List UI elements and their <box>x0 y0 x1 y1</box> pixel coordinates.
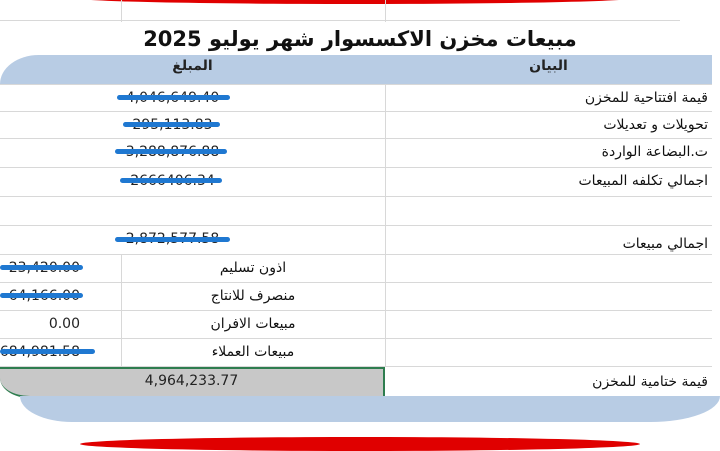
row-label: تحويلات و تعديلات <box>603 117 708 133</box>
footer-band <box>20 396 720 422</box>
grid-line <box>0 196 712 197</box>
grid-line <box>0 111 712 112</box>
grid-line <box>0 282 712 283</box>
row-label: قيمة افتتاحية للمخزن <box>584 90 708 106</box>
grid-line <box>0 138 712 139</box>
redaction-scribble <box>0 349 95 354</box>
sub-row-label: مبيعات العملاء <box>211 344 295 360</box>
header-amount[interactable]: المبلغ <box>172 58 213 74</box>
redaction-scribble <box>123 122 220 127</box>
sub-row-label: اذون تسليم <box>219 260 287 276</box>
row-label: اجمالي تكلفه المبيعات <box>578 173 709 189</box>
final-label: قيمة ختامية للمخزن <box>592 374 708 390</box>
grid-line <box>385 0 386 22</box>
header-description[interactable]: البيان <box>529 58 568 74</box>
grid-line <box>0 84 712 85</box>
redaction-scribble <box>0 265 83 270</box>
grid-line <box>0 225 712 226</box>
redaction-scribble <box>0 293 83 298</box>
grid-line <box>0 338 712 339</box>
final-value: 4,964,233.77 <box>144 373 239 389</box>
row-label: اجمالي مبيعات <box>622 236 708 252</box>
redaction-scribble <box>115 149 227 154</box>
sub-row-label: منصرف للانتاج <box>210 288 296 304</box>
redaction-scribble <box>115 237 230 242</box>
row-label: ت.البضاعة الواردة <box>601 144 708 160</box>
sheet-title: مبيعات مخزن الاكسسوار شهر يوليو 2025 <box>143 27 577 51</box>
table-header <box>0 55 712 84</box>
grid-line <box>0 366 712 367</box>
redaction-scribble <box>117 95 230 100</box>
grid-line <box>121 0 122 22</box>
sub-row-label: مبيعات الافران <box>210 316 296 332</box>
grid-line <box>0 20 680 21</box>
grid-line <box>0 310 712 311</box>
red-decoration-top <box>75 0 635 4</box>
sub-row-value[interactable]: 0.00 <box>48 316 80 332</box>
redaction-scribble <box>120 178 222 183</box>
grid-line <box>0 254 712 255</box>
grid-line <box>0 167 712 168</box>
red-decoration-bottom <box>80 437 640 451</box>
